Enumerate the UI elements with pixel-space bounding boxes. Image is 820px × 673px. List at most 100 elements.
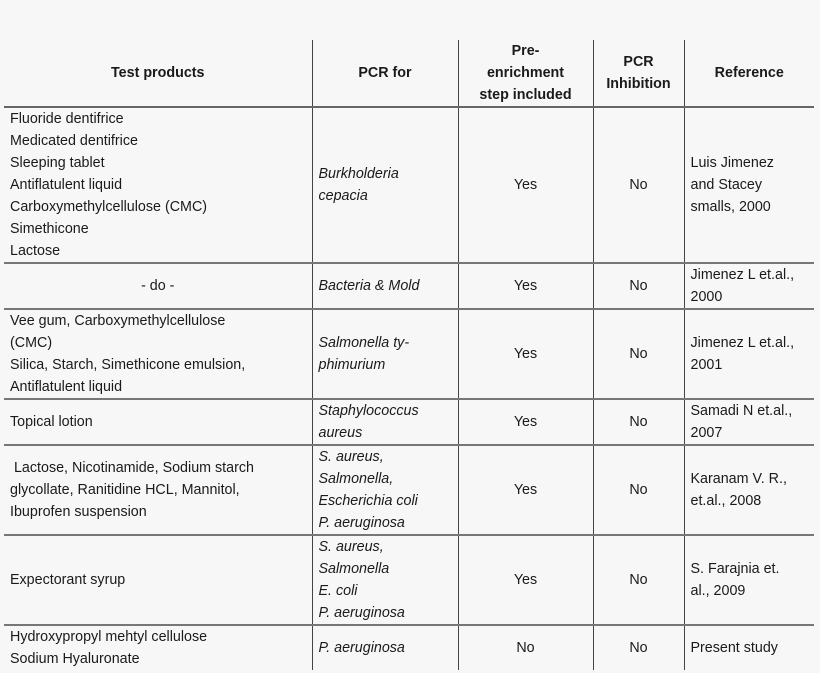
cell-pcr-for: S. aureus, Salmonella E. coli P. aeruginosa bbox=[311, 535, 458, 626]
cell-pre-enrichment-text: No bbox=[516, 640, 535, 656]
cell-test-products-text: - do - bbox=[141, 278, 175, 294]
cell-reference: Karanam V. R., et.al., 2008 bbox=[683, 445, 814, 536]
cell-pcr-inhibition: No bbox=[592, 263, 684, 310]
header-pre-enrichment: Pre-enrichment step included bbox=[457, 40, 593, 108]
header-pcr-inhibition: PCR Inhibition bbox=[592, 40, 684, 108]
cell-pcr-inhibition-text: No bbox=[629, 278, 648, 294]
table-row: Fluoride dentifrice Medicated dentifrice S… bbox=[4, 107, 814, 264]
header-text: PCR for bbox=[358, 65, 412, 81]
header-text: step included bbox=[479, 87, 572, 103]
cell-pcr-for-text: S. aureus, bbox=[318, 449, 384, 465]
header-text: Pre- bbox=[511, 43, 540, 59]
cell-pcr-for-text: Staphylococcus bbox=[318, 403, 419, 419]
cell-pre-enrichment: Yes bbox=[457, 263, 593, 310]
cell-pcr-inhibition: No bbox=[592, 625, 684, 670]
cell-pcr-inhibition-text: No bbox=[629, 482, 648, 498]
cell-pcr-for: S. aureus, Salmonella, Escherichia coli P. … bbox=[311, 445, 458, 536]
table-row: Expectorant syrup S. aureus, Salmonella E. … bbox=[4, 535, 814, 626]
header-reference: Reference bbox=[683, 40, 814, 108]
cell-reference-text: and Stacey bbox=[690, 177, 763, 193]
cell-pcr-inhibition-text: No bbox=[629, 346, 648, 362]
cell-pcr-for-text: P. aeruginosa bbox=[318, 640, 405, 656]
cell-pre-enrichment: No bbox=[457, 625, 593, 670]
header-text: Reference bbox=[714, 65, 784, 81]
cell-pre-enrichment-text: Yes bbox=[513, 414, 538, 430]
cell-pre-enrichment: Yes bbox=[457, 107, 593, 264]
cell-test-products-text: Sleeping tablet bbox=[10, 155, 105, 171]
cell-reference-text: Karanam V. R., bbox=[690, 471, 787, 487]
cell-test-products-text: Medicated dentifrice bbox=[10, 133, 138, 149]
cell-reference: Jimenez L et.al., 2000 bbox=[683, 263, 814, 310]
header-row: Test products PCR for Pre-enrichment step i… bbox=[4, 40, 814, 108]
header-text: Inhibition bbox=[606, 76, 671, 92]
cell-pre-enrichment-text: Yes bbox=[513, 482, 538, 498]
cell-reference-text: 2001 bbox=[690, 357, 723, 373]
table-row: - do - Bacteria & Mold Yes No Jimenez L et.a… bbox=[4, 263, 814, 310]
cell-reference: Present study bbox=[683, 625, 814, 670]
cell-test-products-text: (CMC) bbox=[10, 335, 53, 351]
cell-test-products: Hydroxypropyl mehtyl cellulose Sodium Hya… bbox=[4, 625, 312, 670]
cell-pcr-for-text: cepacia bbox=[318, 188, 368, 204]
table-row: Vee gum, Carboxymethylcellulose (CMC) Sili… bbox=[4, 309, 814, 400]
cell-test-products-text: glycollate, Ranitidine HCL, Mannitol, bbox=[10, 482, 240, 498]
cell-pcr-inhibition-text: No bbox=[629, 640, 648, 656]
cell-test-products-text: Antiflatulent liquid bbox=[10, 379, 123, 395]
cell-pcr-for-text: Salmonella ty- bbox=[318, 335, 410, 351]
cell-reference-text: Present study bbox=[690, 640, 778, 656]
cell-pcr-for-text: E. coli bbox=[318, 583, 358, 599]
cell-pre-enrichment: Yes bbox=[457, 445, 593, 536]
cell-pcr-for: Salmonella ty-phimurium bbox=[311, 309, 458, 400]
cell-test-products-text: Lactose bbox=[10, 243, 61, 259]
cell-test-products: Vee gum, Carboxymethylcellulose (CMC) Sili… bbox=[4, 309, 312, 400]
cell-pcr-inhibition: No bbox=[592, 399, 684, 446]
cell-pre-enrichment-text: Yes bbox=[513, 346, 538, 362]
cell-pre-enrichment: Yes bbox=[457, 399, 593, 446]
header-test-products: Test products bbox=[4, 40, 312, 108]
cell-test-products-text: Sodium Hyaluronate bbox=[10, 651, 140, 667]
cell-pcr-for-text: phimurium bbox=[318, 357, 386, 373]
cell-reference: S. Farajnia et. al., 2009 bbox=[683, 535, 814, 626]
cell-pcr-for-text: Burkholderia bbox=[318, 166, 399, 182]
cell-test-products-text: Lactose, Nicotinamide, Sodium starch bbox=[10, 460, 254, 476]
cell-reference-text: et.al., 2008 bbox=[690, 493, 762, 509]
cell-test-products-text: Ibuprofen suspension bbox=[10, 504, 147, 520]
cell-pcr-for-text: aureus bbox=[318, 425, 363, 441]
pcr-methods-table: Test products PCR for Pre-enrichment step i… bbox=[4, 40, 814, 670]
cell-test-products: Fluoride dentifrice Medicated dentifrice S… bbox=[4, 107, 312, 264]
cell-pcr-for-text: P. aeruginosa bbox=[318, 605, 405, 621]
cell-pcr-inhibition: No bbox=[592, 107, 684, 264]
cell-pcr-for-text: Salmonella bbox=[318, 561, 390, 577]
cell-pcr-inhibition: No bbox=[592, 309, 684, 400]
cell-reference: Luis Jimenez and Stacey smalls, 2000 bbox=[683, 107, 814, 264]
header-pcr-for: PCR for bbox=[311, 40, 458, 108]
cell-reference-text: S. Farajnia et. bbox=[690, 561, 780, 577]
cell-reference-text: Luis Jimenez bbox=[690, 155, 774, 171]
table-row: Hydroxypropyl mehtyl cellulose Sodium Hya… bbox=[4, 625, 814, 670]
cell-pre-enrichment-text: Yes bbox=[513, 572, 538, 588]
cell-test-products-text: Carboxymethylcellulose (CMC) bbox=[10, 199, 208, 215]
cell-pcr-for-text: Bacteria & Mold bbox=[318, 278, 420, 294]
header-text: enrichment bbox=[486, 65, 565, 81]
cell-reference-text: Jimenez L et.al., bbox=[690, 335, 795, 351]
cell-reference-text: 2007 bbox=[690, 425, 723, 441]
cell-reference-text: 2000 bbox=[690, 289, 723, 305]
cell-test-products: Expectorant syrup bbox=[4, 535, 312, 626]
cell-test-products-text: Simethicone bbox=[10, 221, 89, 237]
cell-test-products: - do - bbox=[4, 263, 312, 310]
cell-reference-text: al., 2009 bbox=[690, 583, 746, 599]
table-row: Topical lotion Staphylococcus aureus Yes No S… bbox=[4, 399, 814, 446]
cell-pcr-for-text: Escherichia coli bbox=[318, 493, 418, 509]
cell-pcr-inhibition: No bbox=[592, 535, 684, 626]
cell-pcr-for-text: P. aeruginosa bbox=[318, 515, 405, 531]
cell-pre-enrichment-text: Yes bbox=[513, 278, 538, 294]
cell-reference-text: smalls, 2000 bbox=[690, 199, 771, 215]
cell-pre-enrichment: Yes bbox=[457, 309, 593, 400]
cell-pcr-inhibition: No bbox=[592, 445, 684, 536]
cell-pcr-for: Burkholderia cepacia bbox=[311, 107, 458, 264]
cell-pcr-for: Bacteria & Mold bbox=[311, 263, 458, 310]
header-text: Test products bbox=[111, 65, 205, 81]
cell-pre-enrichment: Yes bbox=[457, 535, 593, 626]
header-text: PCR bbox=[623, 54, 654, 70]
cell-test-products-text: Expectorant syrup bbox=[10, 572, 126, 588]
cell-test-products: Topical lotion bbox=[4, 399, 312, 446]
